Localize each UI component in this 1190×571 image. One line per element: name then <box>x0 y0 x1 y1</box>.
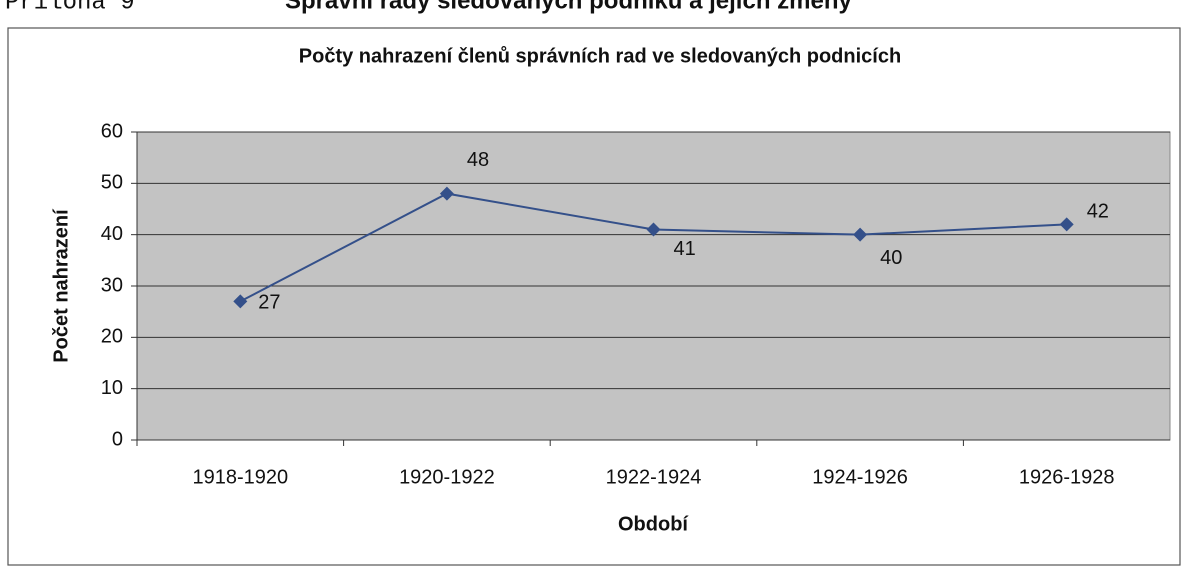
data-marker <box>853 227 868 242</box>
page-title: Správní rady sledovaných podniků a jejic… <box>285 0 853 14</box>
x-tick-label: 1920-1922 <box>399 466 495 488</box>
y-tick-label: 0 <box>112 428 123 450</box>
x-axis-label: Období <box>618 513 689 535</box>
data-marker <box>233 294 248 309</box>
data-label: 27 <box>258 292 280 314</box>
page-label: Příloha 9 <box>5 0 135 16</box>
y-tick-label: 20 <box>101 326 123 348</box>
y-tick-label: 10 <box>101 377 123 399</box>
y-tick-label: 50 <box>101 172 123 194</box>
x-tick-label: 1918-1920 <box>192 466 288 488</box>
data-marker <box>439 186 454 201</box>
data-marker <box>646 222 661 237</box>
data-label: 48 <box>467 149 489 171</box>
x-tick-label: 1922-1924 <box>606 466 702 488</box>
data-marker <box>1059 217 1074 232</box>
y-tick-label: 30 <box>101 274 123 296</box>
y-tick-label: 40 <box>101 223 123 245</box>
chart-title: Počty nahrazení členů správních rad ve s… <box>299 45 901 67</box>
x-tick-label: 1926-1928 <box>1019 466 1115 488</box>
data-label: 41 <box>674 238 696 260</box>
x-tick-label: 1924-1926 <box>812 466 908 488</box>
data-label: 42 <box>1087 201 1109 223</box>
y-tick-label: 60 <box>101 120 123 142</box>
data-label: 40 <box>880 247 902 269</box>
y-axis-label: Počet nahrazení <box>50 208 72 363</box>
